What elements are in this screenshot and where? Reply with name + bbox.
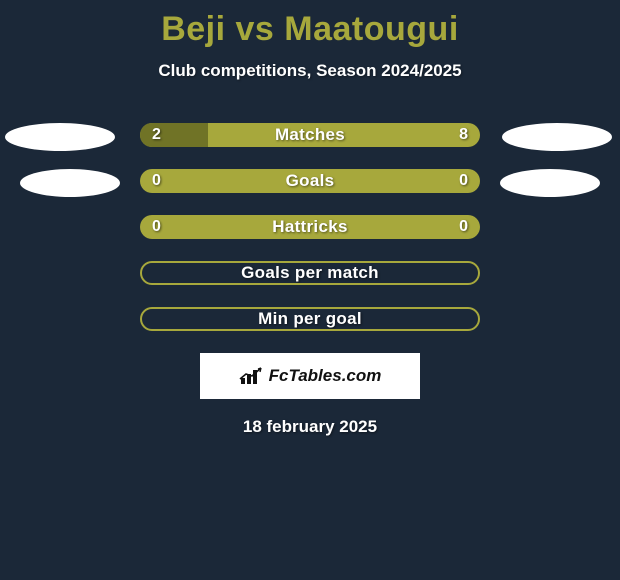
metric-row: 0 Hattricks 0 (0, 215, 620, 243)
source-logo: FcTables.com (200, 353, 420, 399)
date-text: 18 february 2025 (0, 417, 620, 437)
player-left-avatar (20, 169, 120, 197)
metric-bar-track: 0 Hattricks 0 (140, 215, 480, 239)
metric-value-right: 0 (459, 215, 468, 239)
page-subtitle: Club competitions, Season 2024/2025 (0, 61, 620, 81)
metric-bar-track: Min per goal (140, 307, 480, 331)
page-root: Beji vs Maatougui Club competitions, Sea… (0, 0, 620, 580)
player-right-avatar (502, 123, 612, 151)
metric-row: Min per goal (0, 307, 620, 335)
bar-chart-icon (239, 366, 265, 386)
metric-row: 0 Goals 0 (0, 169, 620, 197)
player-left-avatar (5, 123, 115, 151)
metric-row: 2 Matches 8 (0, 123, 620, 151)
metric-bar-track: Goals per match (140, 261, 480, 285)
metric-label: Goals per match (142, 263, 478, 283)
page-title: Beji vs Maatougui (0, 0, 620, 49)
metric-value-right: 8 (459, 123, 468, 147)
metric-bar-track: 2 Matches 8 (140, 123, 480, 147)
comparison-chart: 2 Matches 8 0 Goals 0 0 Hattri (0, 123, 620, 335)
source-logo-text: FcTables.com (269, 366, 382, 386)
player-right-avatar (500, 169, 600, 197)
metric-label: Matches (140, 123, 480, 147)
metric-row: Goals per match (0, 261, 620, 289)
metric-bar-track: 0 Goals 0 (140, 169, 480, 193)
metric-value-right: 0 (459, 169, 468, 193)
metric-label: Min per goal (142, 309, 478, 329)
metric-label: Hattricks (140, 215, 480, 239)
metric-label: Goals (140, 169, 480, 193)
